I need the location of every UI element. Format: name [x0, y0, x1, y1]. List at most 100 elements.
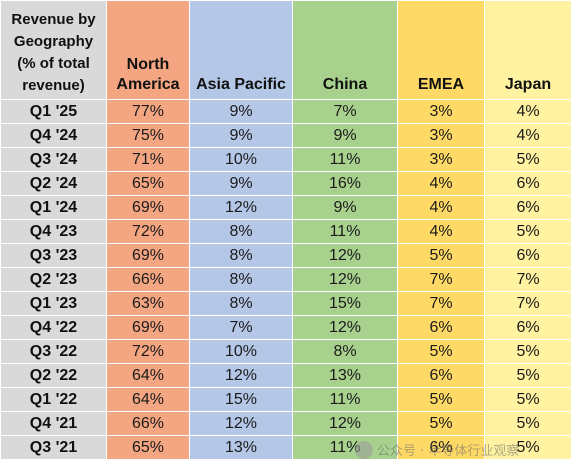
revenue-by-geography-table: Revenue by Geography (% of total revenue… — [0, 0, 571, 460]
row-label-quarter: Q2 '22 — [0, 363, 107, 388]
column-header-line: Asia Pacific — [196, 76, 286, 93]
row-label-header-line: (% of total — [17, 55, 90, 72]
table-row: Q3 '23 69% 8% 12% 5% 6% — [0, 243, 571, 268]
column-header-line: Japan — [504, 76, 552, 93]
table-row: Q4 '21 66% 12% 12% 5% 5% — [0, 411, 571, 436]
cell-north-america: 65% — [106, 171, 190, 196]
cell-emea: 5% — [397, 387, 485, 412]
table-row: Q4 '23 72% 8% 11% 4% 5% — [0, 219, 571, 244]
row-label-quarter: Q1 '25 — [0, 99, 107, 124]
cell-emea: 4% — [397, 219, 485, 244]
cell-asia-pacific: 9% — [189, 171, 293, 196]
cell-asia-pacific: 12% — [189, 363, 293, 388]
cell-north-america: 77% — [106, 99, 190, 124]
row-label-header-line: Revenue by — [11, 11, 96, 28]
cell-china: 16% — [292, 171, 398, 196]
cell-north-america: 64% — [106, 363, 190, 388]
cell-emea: 7% — [397, 267, 485, 292]
cell-asia-pacific: 15% — [189, 387, 293, 412]
cell-north-america: 66% — [106, 411, 190, 436]
cell-japan: 6% — [484, 171, 571, 196]
cell-emea: 3% — [397, 147, 485, 172]
cell-emea: 5% — [397, 411, 485, 436]
row-label-header-line: Geography — [13, 33, 94, 50]
cell-china: 13% — [292, 363, 398, 388]
cell-japan: 5% — [484, 411, 571, 436]
cell-north-america: 66% — [106, 267, 190, 292]
cell-asia-pacific: 8% — [189, 267, 293, 292]
cell-north-america: 75% — [106, 123, 190, 148]
cell-asia-pacific: 9% — [189, 123, 293, 148]
table-row: Q2 '22 64% 12% 13% 6% 5% — [0, 363, 571, 388]
cell-asia-pacific: 12% — [189, 195, 293, 220]
cell-north-america: 69% — [106, 315, 190, 340]
cell-japan: 5% — [484, 387, 571, 412]
row-label-header-line: revenue) — [22, 77, 85, 94]
cell-north-america: 65% — [106, 435, 190, 460]
cell-china: 12% — [292, 411, 398, 436]
row-label-header: Revenue by Geography (% of total revenue… — [0, 0, 107, 100]
cell-north-america: 64% — [106, 387, 190, 412]
cell-japan: 7% — [484, 267, 571, 292]
column-header-china: China — [292, 0, 398, 100]
cell-japan: 6% — [484, 195, 571, 220]
cell-china: 8% — [292, 339, 398, 364]
table-row: Q1 '25 77% 9% 7% 3% 4% — [0, 99, 571, 124]
cell-north-america: 69% — [106, 243, 190, 268]
table-row: Q3 '24 71% 10% 11% 3% 5% — [0, 147, 571, 172]
table-row: Q1 '22 64% 15% 11% 5% 5% — [0, 387, 571, 412]
table-row: Q2 '23 66% 8% 12% 7% 7% — [0, 267, 571, 292]
cell-japan: 6% — [484, 315, 571, 340]
row-label-quarter: Q2 '23 — [0, 267, 107, 292]
cell-china: 12% — [292, 243, 398, 268]
cell-north-america: 69% — [106, 195, 190, 220]
cell-emea: 6% — [397, 435, 485, 460]
table-row: Q2 '24 65% 9% 16% 4% 6% — [0, 171, 571, 196]
cell-emea: 4% — [397, 171, 485, 196]
cell-japan: 5% — [484, 147, 571, 172]
table-row: Q4 '24 75% 9% 9% 3% 4% — [0, 123, 571, 148]
column-header-japan: Japan — [484, 0, 571, 100]
row-label-quarter: Q2 '24 — [0, 171, 107, 196]
table-body: Q1 '25 77% 9% 7% 3% 4% Q4 '24 75% 9% 9% 3% 4% Q3 '24… — [0, 99, 571, 460]
cell-asia-pacific: 12% — [189, 411, 293, 436]
cell-emea: 6% — [397, 363, 485, 388]
cell-emea: 5% — [397, 243, 485, 268]
column-header-asia-pacific: Asia Pacific — [189, 0, 293, 100]
cell-china: 12% — [292, 267, 398, 292]
row-label-quarter: Q3 '23 — [0, 243, 107, 268]
cell-emea: 4% — [397, 195, 485, 220]
row-label-quarter: Q1 '23 — [0, 291, 107, 316]
cell-china: 7% — [292, 99, 398, 124]
cell-emea: 5% — [397, 339, 485, 364]
row-label-quarter: Q4 '23 — [0, 219, 107, 244]
column-header-line: EMEA — [417, 76, 465, 93]
cell-japan: 5% — [484, 339, 571, 364]
column-header-emea: EMEA — [397, 0, 485, 100]
cell-asia-pacific: 8% — [189, 219, 293, 244]
cell-asia-pacific: 9% — [189, 99, 293, 124]
column-header-line: China — [322, 76, 368, 93]
column-header-line: America — [116, 76, 180, 93]
cell-japan: 4% — [484, 123, 571, 148]
column-header-north-america: North America — [106, 0, 190, 100]
column-header-line: North — [126, 56, 170, 73]
cell-china: 11% — [292, 147, 398, 172]
cell-japan: 5% — [484, 363, 571, 388]
cell-asia-pacific: 13% — [189, 435, 293, 460]
cell-china: 12% — [292, 315, 398, 340]
cell-asia-pacific: 8% — [189, 243, 293, 268]
table-row: Q3 '21 65% 13% 11% 6% 5% — [0, 435, 571, 460]
cell-china: 11% — [292, 219, 398, 244]
row-label-quarter: Q4 '22 — [0, 315, 107, 340]
cell-asia-pacific: 10% — [189, 147, 293, 172]
cell-emea: 3% — [397, 99, 485, 124]
row-label-quarter: Q3 '24 — [0, 147, 107, 172]
row-label-quarter: Q3 '21 — [0, 435, 107, 460]
cell-emea: 7% — [397, 291, 485, 316]
cell-asia-pacific: 7% — [189, 315, 293, 340]
cell-china: 11% — [292, 387, 398, 412]
cell-north-america: 63% — [106, 291, 190, 316]
row-label-quarter: Q4 '24 — [0, 123, 107, 148]
header-row: Revenue by Geography (% of total revenue… — [0, 0, 571, 100]
